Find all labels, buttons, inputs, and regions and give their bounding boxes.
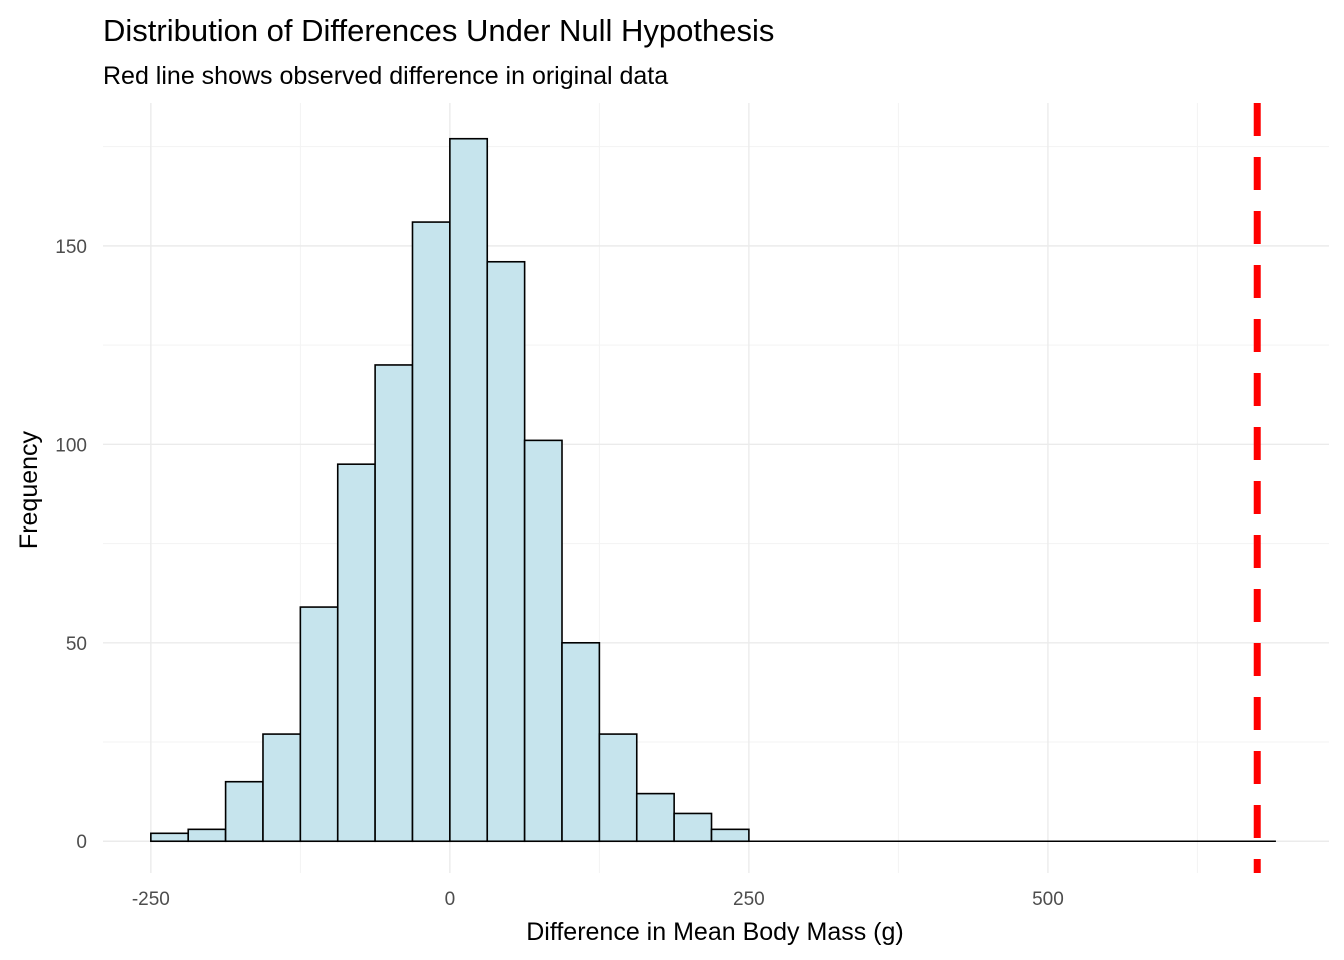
chart-subtitle: Red line shows observed difference in or… <box>103 62 668 90</box>
y-axis-title: Frequency <box>15 430 43 549</box>
histogram-bar <box>673 812 713 843</box>
histogram-bar <box>336 463 376 843</box>
chart-title: Distribution of Differences Under Null H… <box>103 13 774 48</box>
histogram-bar <box>561 641 601 843</box>
x-tick-label: -250 <box>132 889 170 910</box>
y-axis-tick-labels: 0 50 100 150 <box>55 237 87 853</box>
y-tick-label: 0 <box>76 832 87 853</box>
histogram-bar <box>411 221 451 843</box>
histogram-bar <box>374 364 414 843</box>
x-tick-label: 500 <box>1032 889 1064 910</box>
histogram-bar <box>635 792 675 843</box>
histogram-bar <box>523 439 563 843</box>
histogram-bar <box>598 733 638 843</box>
histogram-bar <box>449 137 489 843</box>
histogram-bar <box>299 606 339 843</box>
x-axis-tick-labels: -250 0 250 500 <box>132 889 1064 910</box>
histogram-bar <box>710 828 750 843</box>
x-tick-label: 250 <box>733 889 765 910</box>
histogram-bar <box>486 260 526 843</box>
histogram-bar <box>224 780 264 843</box>
x-tick-label: 0 <box>445 889 456 910</box>
histogram-bar <box>150 832 190 843</box>
histogram-bar <box>187 828 227 843</box>
histogram-bar <box>262 733 302 843</box>
x-axis-title: Difference in Mean Body Mass (g) <box>526 918 903 946</box>
y-tick-label: 150 <box>55 237 87 258</box>
histogram-bars <box>150 137 750 843</box>
y-tick-label: 50 <box>66 634 87 655</box>
y-tick-label: 100 <box>55 435 87 456</box>
